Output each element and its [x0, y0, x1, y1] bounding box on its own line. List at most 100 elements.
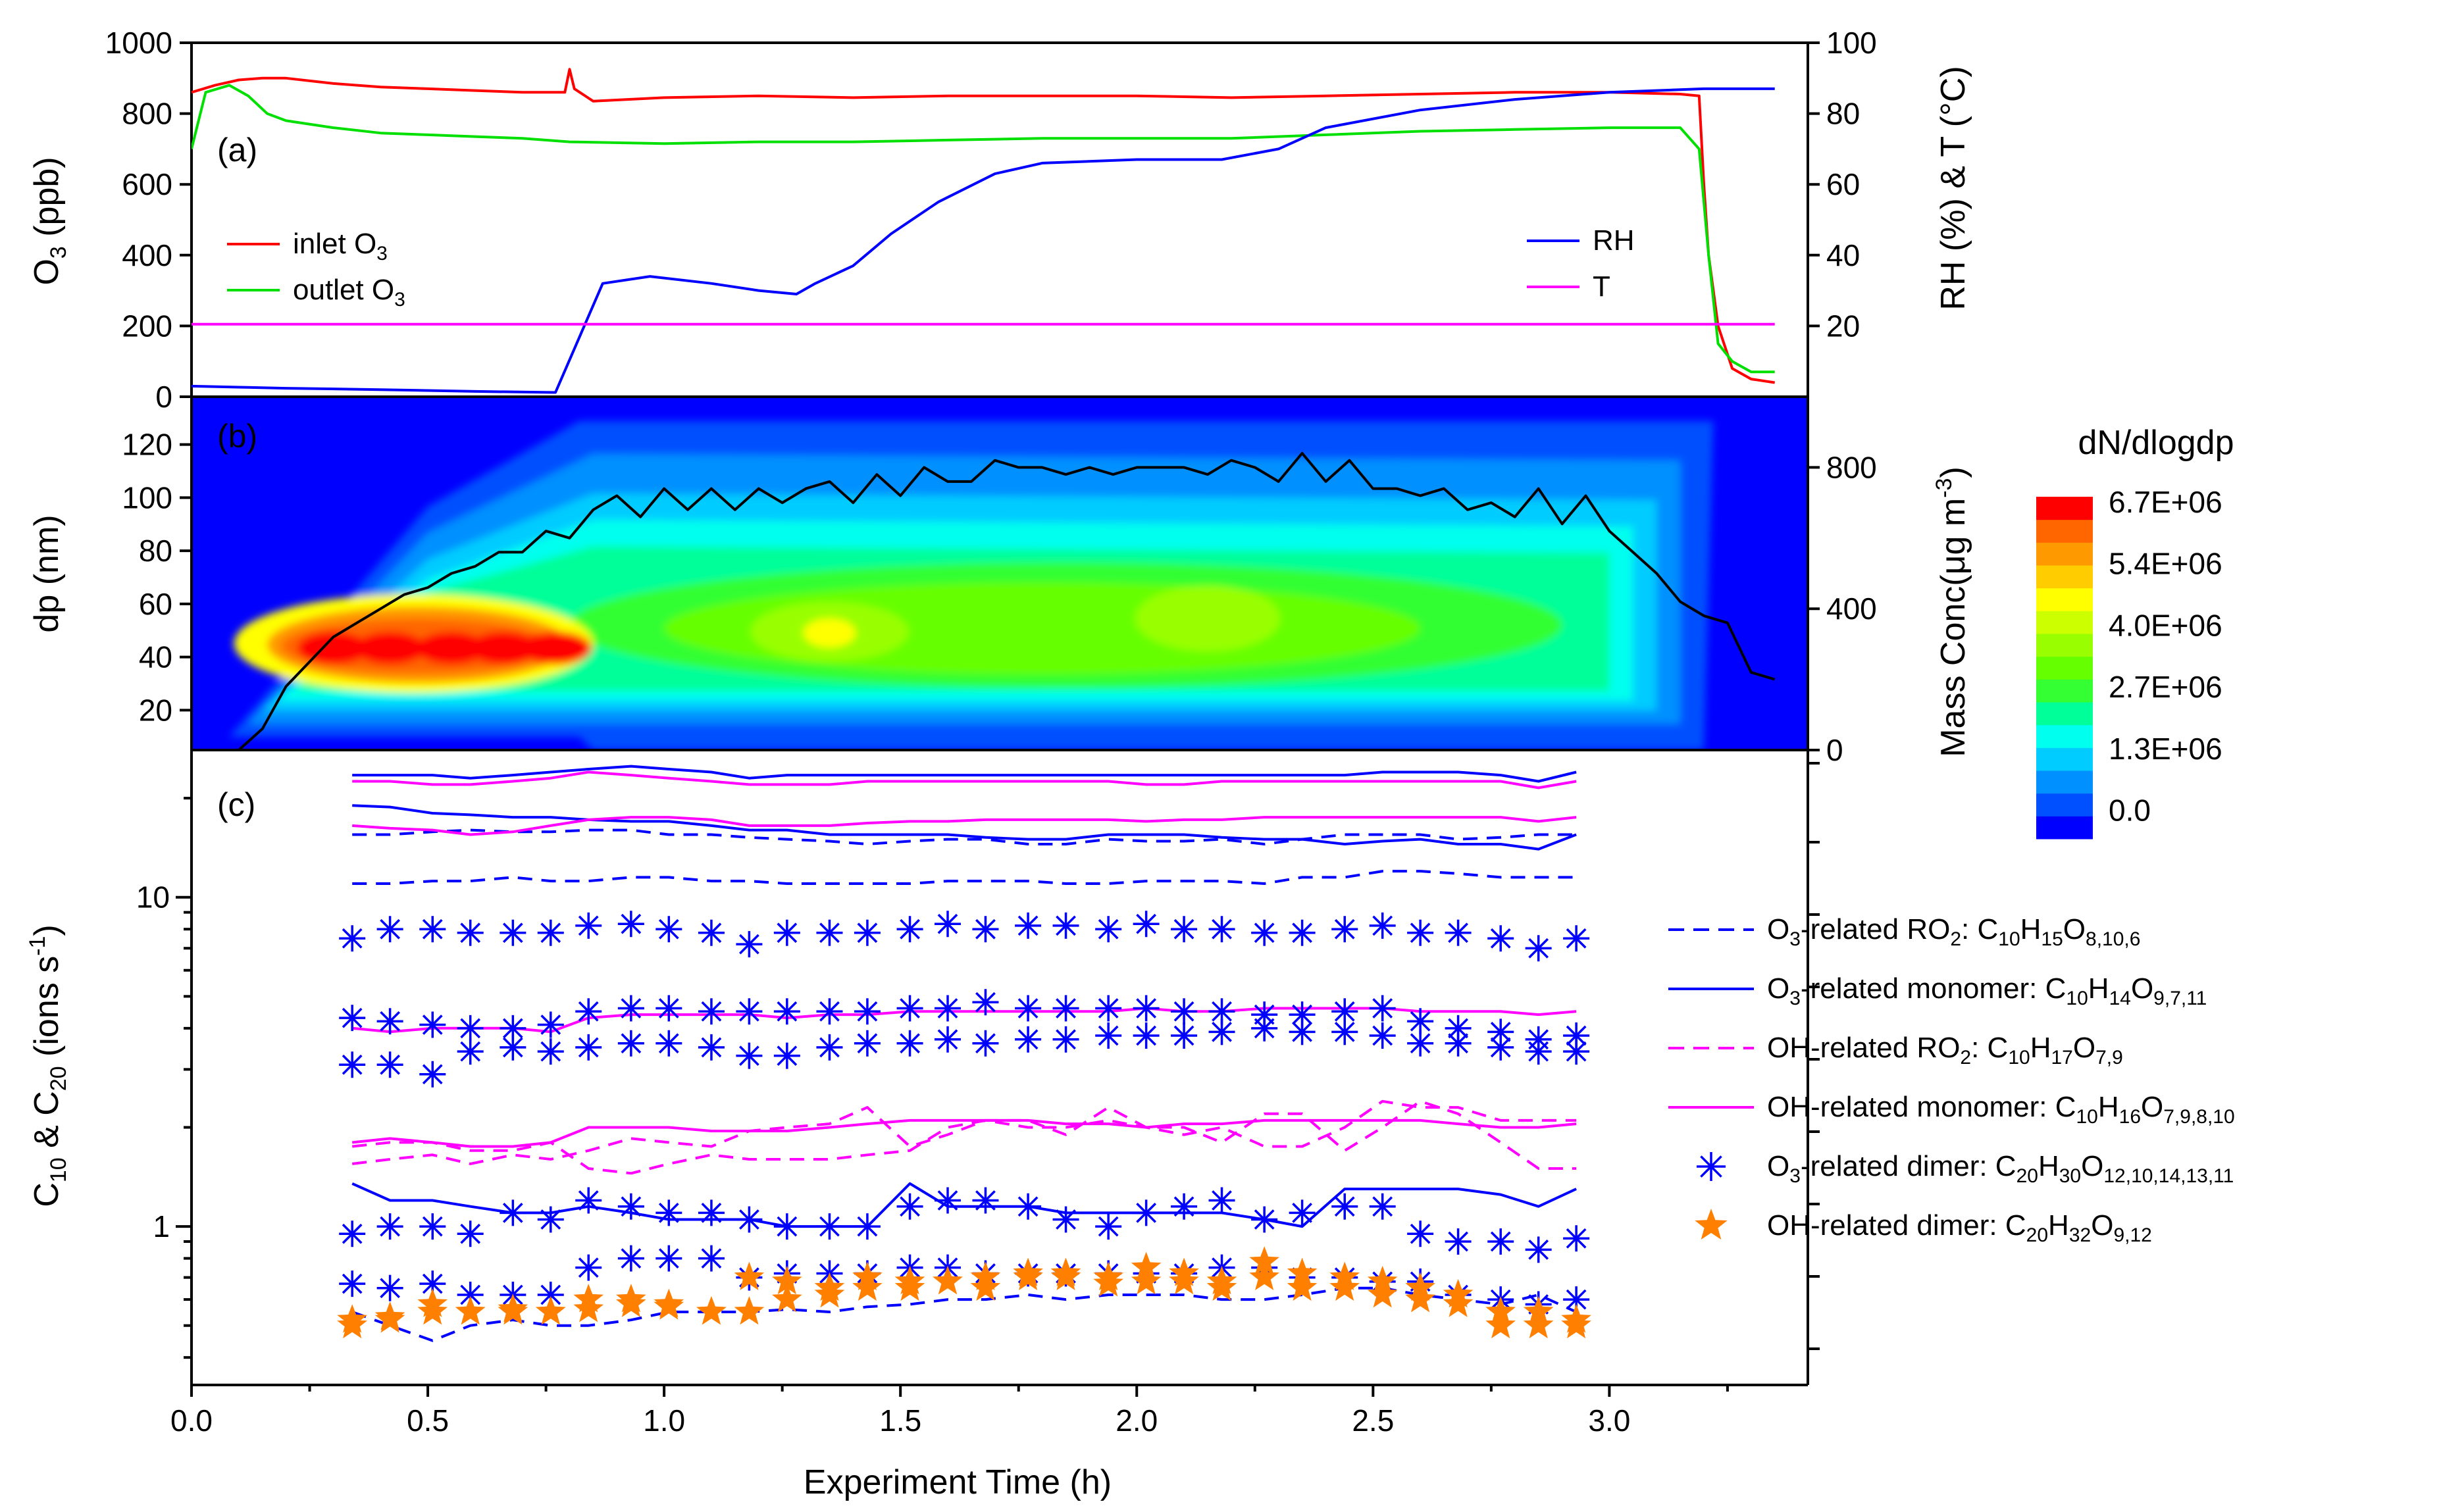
star-marker: [455, 1296, 486, 1325]
legend-text-part: 9,12: [2113, 1224, 2151, 1246]
asterisk-marker: [655, 995, 682, 1022]
asterisk-stroke: [937, 913, 958, 934]
asterisk-marker: [1407, 1008, 1434, 1035]
asterisk-stroke: [380, 1054, 400, 1075]
asterisk-stroke: [857, 1216, 878, 1237]
asterisk-marker: [698, 1199, 725, 1226]
xtick-label: 1.5: [879, 1403, 921, 1438]
series-c-oh-related-monomer: [351, 1118, 1577, 1148]
asterisk-stroke: [1566, 1025, 1587, 1046]
asterisk-marker: [339, 1270, 366, 1297]
legend-text-part: O: [1767, 913, 1789, 945]
asterisk-stroke: [1017, 998, 1039, 1018]
asterisk-stroke: [1212, 1190, 1232, 1211]
star-marker: [1485, 1309, 1516, 1339]
legend-text-part: 20: [2026, 1224, 2048, 1246]
marker-layer: [337, 911, 1591, 1339]
asterisk-marker: [698, 919, 725, 946]
legend-text-part: 30: [2059, 1165, 2081, 1187]
asterisk-marker: [1133, 1022, 1160, 1049]
asterisk-stroke: [777, 922, 798, 943]
asterisk-marker: [500, 1034, 526, 1061]
asterisk-marker: [339, 1005, 366, 1032]
xtick-label: 0.0: [170, 1403, 213, 1438]
asterisk-marker: [1487, 925, 1514, 952]
legend-text-part: : C: [1961, 913, 1998, 945]
asterisk-marker: [617, 1193, 644, 1220]
asterisk-marker: [655, 1199, 682, 1226]
asterisk-marker: [854, 1030, 881, 1057]
asterisk-stroke: [1372, 1196, 1393, 1217]
asterisk-stroke: [1528, 1041, 1549, 1062]
asterisk-marker: [1487, 1018, 1514, 1045]
asterisk-stroke: [857, 1001, 878, 1022]
asterisk-stroke: [900, 918, 920, 940]
asterisk-marker: [537, 1038, 564, 1065]
asterisk-stroke: [1292, 1021, 1312, 1042]
asterisk-stroke: [1056, 998, 1076, 1018]
star-marker: [616, 1284, 646, 1313]
star-marker: [337, 1309, 367, 1339]
series-c-oh-related-ro2: [351, 1099, 1577, 1170]
asterisk-marker: [1407, 1220, 1434, 1247]
asterisk-stroke: [1566, 1041, 1587, 1062]
legend-text-part: 2: [1950, 928, 1961, 950]
asterisk-stroke: [1334, 1001, 1355, 1022]
asterisk-marker: [419, 1061, 446, 1088]
asterisk-marker: [1369, 1193, 1396, 1220]
legend-text-part: H: [2098, 1091, 2119, 1123]
star-marker: [734, 1261, 765, 1290]
legend-text-part: 2: [1960, 1047, 1971, 1068]
asterisk-stroke: [422, 1216, 443, 1237]
asterisk-stroke: [621, 1196, 642, 1217]
asterisk-stroke: [540, 1041, 561, 1062]
asterisk-marker: [854, 919, 881, 946]
asterisk-marker: [655, 916, 682, 943]
series-c-oh-related-monomer: [352, 1007, 1577, 1034]
legend-text-part: O: [2131, 972, 2153, 1005]
asterisk-stroke: [701, 1001, 722, 1022]
series-c-o3-related-ro2: [352, 870, 1577, 885]
star-marker: [814, 1272, 845, 1301]
colorbar-label: 0.0: [2109, 793, 2151, 827]
asterisk-stroke: [1212, 1001, 1232, 1022]
star-marker: [654, 1288, 684, 1317]
colorbar-title: dN/dlogdp: [2078, 424, 2234, 462]
asterisk-marker: [339, 1051, 366, 1078]
asterisk-stroke: [658, 1248, 679, 1269]
asterisk-stroke: [540, 1284, 561, 1305]
star-marker: [1523, 1309, 1554, 1339]
asterisk-marker: [1133, 1199, 1160, 1226]
colorbar-cell: [2036, 542, 2093, 566]
ytick-label-b: 60: [139, 587, 172, 621]
colorbar-cell: [2036, 770, 2093, 794]
xtick-label: 2.5: [1352, 1403, 1394, 1438]
asterisk-stroke: [658, 998, 679, 1018]
asterisk-marker: [1052, 995, 1079, 1022]
legend-text-part: -related RO: [1801, 913, 1950, 945]
legend-text-part: O: [1767, 972, 1789, 1005]
asterisk-marker: [935, 911, 962, 938]
panel-frames: [190, 41, 1809, 1386]
axes-layer: 0200400600800100020406080100204060801001…: [105, 26, 1877, 1438]
ytick-label-a: 1000: [105, 26, 172, 60]
ytick-label-c: 10: [136, 880, 170, 915]
ytick-label-b: 120: [122, 428, 172, 462]
asterisk-stroke: [502, 922, 523, 943]
asterisk-marker: [1445, 1228, 1472, 1255]
legend-text-part: 3: [394, 289, 405, 311]
star-marker: [1206, 1272, 1237, 1301]
asterisk-stroke: [1448, 922, 1468, 943]
star-marker: [772, 1265, 802, 1295]
asterisk-marker: [1095, 1022, 1122, 1049]
legend-text-part: O: [2141, 1091, 2163, 1123]
asterisk-marker: [419, 916, 446, 943]
asterisk-marker: [457, 1038, 484, 1065]
asterisk-marker: [1331, 998, 1358, 1025]
asterisk-stroke: [1448, 1018, 1468, 1039]
star-marker: [1249, 1261, 1279, 1290]
asterisk-stroke: [422, 1273, 443, 1294]
legend-text-part: 3: [1789, 988, 1801, 1009]
asterisk-stroke: [1098, 998, 1119, 1018]
